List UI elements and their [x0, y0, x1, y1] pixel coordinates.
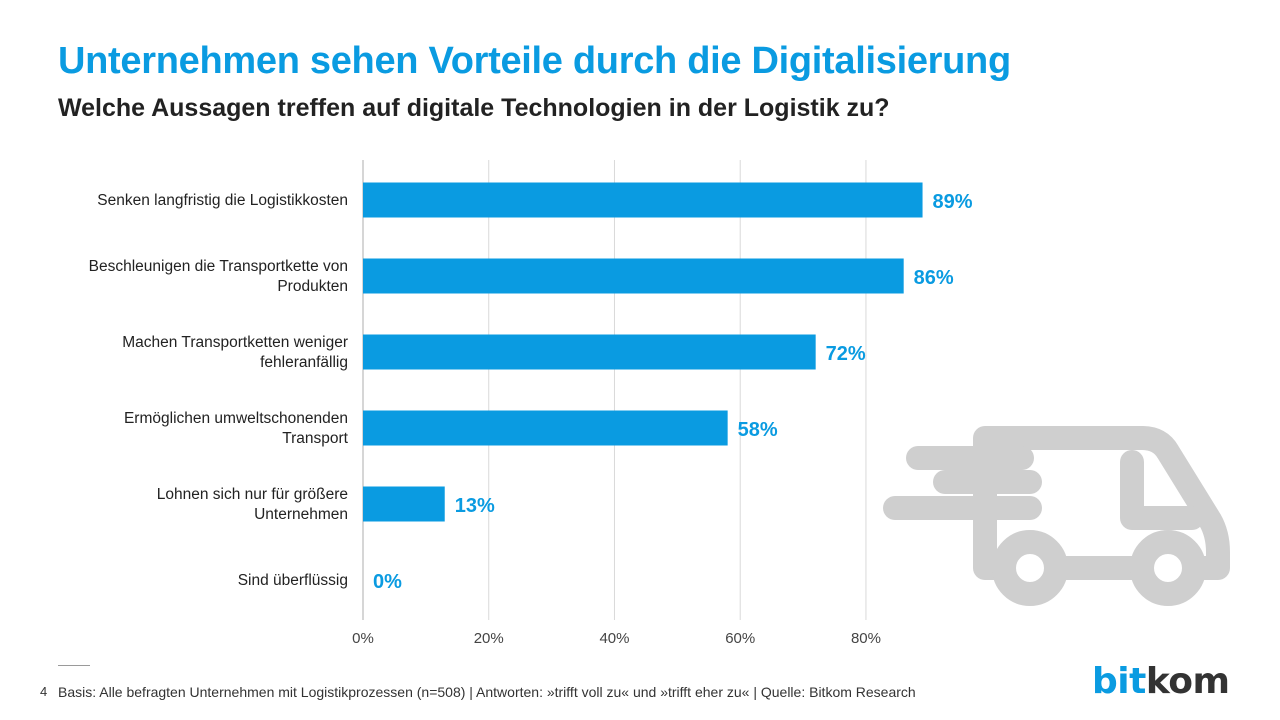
- value-label: 13%: [455, 495, 495, 517]
- category-label: Beschleunigen die Transportkette von: [89, 258, 348, 275]
- chart-title: Unternehmen sehen Vorteile durch die Dig…: [58, 40, 1011, 82]
- category-label: Ermöglichen umweltschonenden: [124, 410, 348, 427]
- footer-divider: [58, 665, 90, 666]
- x-tick-label: 40%: [599, 630, 629, 647]
- x-tick-label: 20%: [474, 630, 504, 647]
- category-label: Lohnen sich nur für größere: [157, 486, 348, 503]
- value-label: 58%: [738, 419, 778, 441]
- bar: [363, 258, 904, 294]
- bar: [363, 486, 445, 522]
- bitkom-logo: bitkom: [1092, 661, 1230, 702]
- category-label: Transport: [282, 430, 348, 447]
- delivery-truck-icon: [883, 426, 1230, 606]
- category-label: Senken langfristig die Logistikkosten: [97, 192, 348, 209]
- source-footnote: Basis: Alle befragten Unternehmen mit Lo…: [58, 684, 916, 700]
- category-label: fehleranfällig: [260, 354, 348, 371]
- x-tick-label: 80%: [851, 630, 881, 647]
- bar-chart: 0% 20% 40% 60% 80% 89% Senken langfristig die …: [89, 160, 1230, 647]
- bar: [363, 334, 816, 370]
- value-label: 89%: [933, 191, 973, 213]
- value-label: 72%: [826, 343, 866, 365]
- category-label: Sind überflüssig: [238, 572, 348, 589]
- bar: [363, 410, 728, 446]
- page-number: 4: [40, 684, 48, 699]
- x-tick-label: 60%: [725, 630, 755, 647]
- chart-subtitle: Welche Aussagen treffen auf digitale Tec…: [58, 94, 890, 122]
- category-label: Unternehmen: [254, 506, 348, 523]
- bar: [363, 182, 923, 218]
- value-label: 0%: [373, 571, 402, 593]
- category-label: Produkten: [277, 278, 348, 295]
- value-label: 86%: [914, 267, 954, 289]
- x-tick-label: 0%: [352, 630, 374, 647]
- category-label: Machen Transportketten weniger: [122, 334, 348, 351]
